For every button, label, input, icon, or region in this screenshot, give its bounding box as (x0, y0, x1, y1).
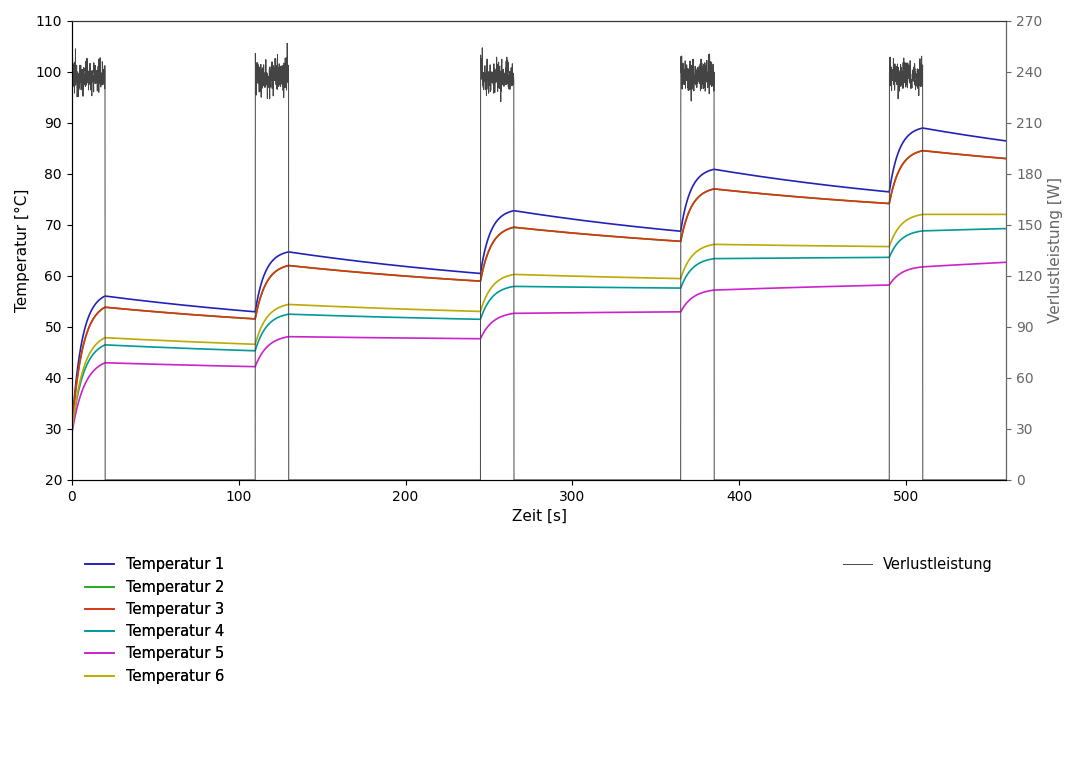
Verlustleistung (99, 475, 112, 484)
Line: Temperatur 1: Temperatur 1 (72, 128, 1006, 429)
Temperatur 5 (66, 429, 79, 439)
Temperatur 3 (999, 154, 1012, 163)
Temperatur 3 (456, 276, 469, 285)
Temperatur 6 (456, 306, 469, 316)
Temperatur 2 (456, 276, 469, 285)
Y-axis label: Temperatur [°C]: Temperatur [°C] (15, 189, 30, 312)
Temperatur 5 (400, 333, 413, 342)
Temperatur 4 (617, 283, 630, 292)
Verlustleistung (456, 475, 469, 484)
Verlustleistung (66, 60, 79, 70)
Verlustleistung (999, 475, 1012, 484)
Temperatur 3 (66, 424, 79, 433)
Temperatur 1 (999, 136, 1012, 145)
Temperatur 2 (161, 308, 174, 317)
Temperatur 2 (66, 424, 79, 433)
Line: Temperatur 6: Temperatur 6 (72, 215, 1006, 432)
Temperatur 6 (999, 210, 1012, 219)
Temperatur 2 (617, 233, 630, 242)
Temperatur 3 (400, 271, 413, 280)
Legend: Temperatur 1, Temperatur 2, Temperatur 3, Temperatur 4, Temperatur 5, Temperatur: Temperatur 1, Temperatur 2, Temperatur 3… (79, 552, 230, 690)
Temperatur 4 (66, 427, 79, 436)
Temperatur 5 (617, 308, 630, 317)
Temperatur 6 (400, 305, 413, 314)
Temperatur 4 (400, 313, 413, 322)
Temperatur 3 (161, 308, 174, 317)
Temperatur 4 (216, 345, 229, 354)
Temperatur 2 (999, 154, 1012, 163)
Line: Temperatur 2: Temperatur 2 (72, 151, 1006, 429)
Temperatur 4 (849, 253, 862, 262)
Temperatur 1 (849, 184, 862, 193)
Temperatur 1 (66, 424, 79, 433)
Temperatur 1 (916, 124, 929, 133)
Temperatur 2 (849, 196, 862, 206)
Temperatur 5 (161, 360, 174, 369)
Line: Temperatur 4: Temperatur 4 (72, 228, 1006, 432)
Temperatur 2 (400, 271, 413, 280)
Temperatur 4 (161, 343, 174, 352)
Temperatur 1 (400, 262, 413, 271)
Line: Temperatur 5: Temperatur 5 (72, 262, 1006, 434)
Temperatur 2 (216, 312, 229, 322)
Temperatur 1 (216, 304, 229, 313)
Temperatur 3 (617, 233, 630, 242)
Verlustleistung (280, 39, 293, 48)
Temperatur 5 (999, 257, 1012, 267)
Temperatur 1 (456, 267, 469, 277)
Temperatur 1 (617, 221, 630, 230)
Verlustleistung (161, 475, 174, 484)
Temperatur 4 (456, 314, 469, 323)
Temperatur 2 (916, 146, 929, 155)
Temperatur 3 (916, 146, 929, 155)
Line: Verlustleistung: Verlustleistung (72, 44, 1006, 480)
Verlustleistung (401, 475, 414, 484)
Verlustleistung (617, 475, 630, 484)
Temperatur 5 (216, 361, 229, 371)
Temperatur 6 (161, 336, 174, 345)
Legend: Verlustleistung: Verlustleistung (837, 552, 999, 578)
Temperatur 5 (456, 334, 469, 343)
Temperatur 6 (849, 241, 862, 251)
X-axis label: Zeit [s]: Zeit [s] (511, 509, 567, 524)
Temperatur 3 (849, 196, 862, 206)
Temperatur 6 (916, 210, 929, 219)
Y-axis label: Verlustleistung [W]: Verlustleistung [W] (1048, 177, 1063, 323)
Line: Temperatur 3: Temperatur 3 (72, 151, 1006, 429)
Temperatur 4 (999, 224, 1012, 233)
Temperatur 3 (216, 312, 229, 322)
Temperatur 6 (66, 427, 79, 436)
Temperatur 6 (617, 273, 630, 282)
Verlustleistung (849, 475, 862, 484)
Verlustleistung (216, 475, 229, 484)
Temperatur 6 (216, 338, 229, 348)
Temperatur 1 (161, 299, 174, 308)
Temperatur 5 (849, 281, 862, 290)
